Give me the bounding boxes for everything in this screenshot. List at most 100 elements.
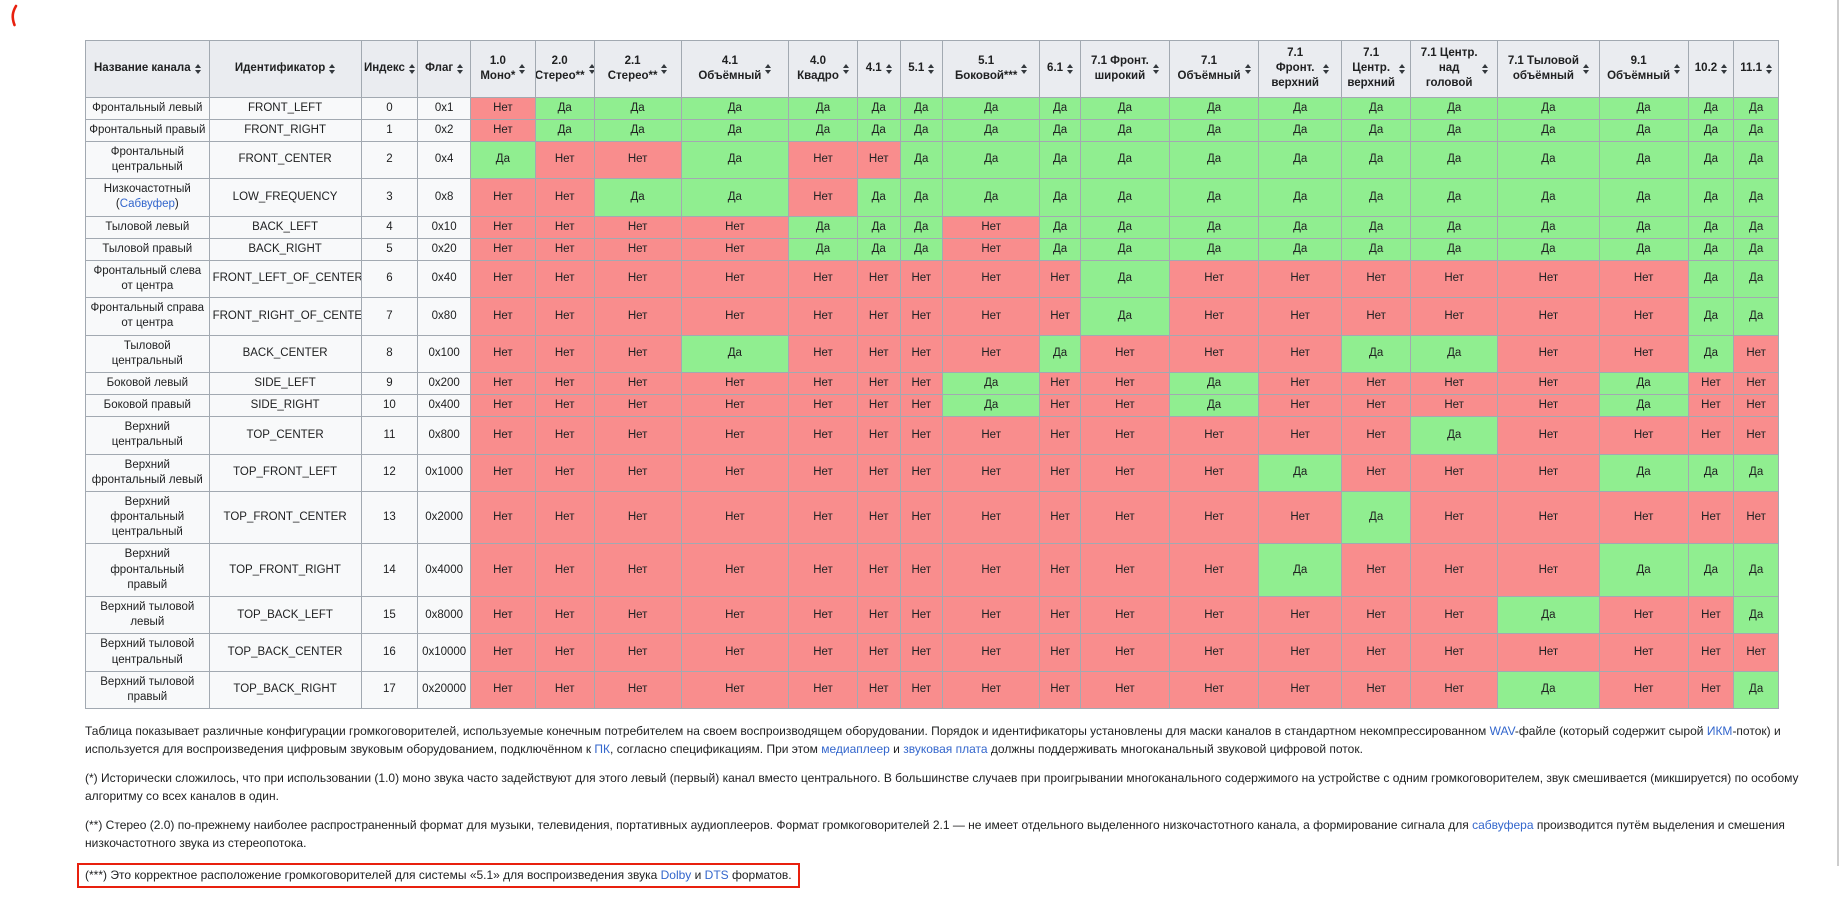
config-cell-1-0-mono: Нет bbox=[469, 118, 536, 142]
table-row: Тыловой левый BACK_LEFT 4 0x10 Нет Нет Нет Нет Д… bbox=[85, 215, 1779, 239]
flag-cell: 0x4000 bbox=[417, 543, 471, 597]
config-cell-9-1-surround: Нет bbox=[1598, 297, 1689, 336]
config-cell-1-0-mono: Нет bbox=[469, 178, 536, 217]
channel-name-cell: Верхний тыловой левый bbox=[85, 595, 210, 635]
config-cell-9-1-surround: Да bbox=[1598, 394, 1689, 418]
config-cell-6-1: Нет bbox=[1039, 633, 1081, 672]
column-header-4-1[interactable]: 4.1 bbox=[856, 40, 901, 98]
config-cell-4-1: Нет bbox=[856, 334, 901, 373]
config-cell-7-1-center-high: Нет bbox=[1341, 416, 1412, 455]
wav-link[interactable]: WAV bbox=[1489, 724, 1515, 739]
media-player-link[interactable]: медиаплеер bbox=[821, 742, 890, 757]
config-cell-2-1-stereo: Да bbox=[593, 96, 682, 120]
column-header-identifier[interactable]: Идентификатор bbox=[208, 40, 362, 98]
table-row: Фронтальный центральный FRONT_CENTER 2 0x4 Д… bbox=[85, 140, 1779, 180]
config-cell-7-1-center-high: Да bbox=[1341, 490, 1412, 545]
config-cell-4-1-surround: Нет bbox=[680, 237, 790, 261]
column-header-6-1[interactable]: 6.1 bbox=[1039, 40, 1081, 98]
config-cell-7-1-back-surround: Нет bbox=[1497, 259, 1600, 299]
config-cell-9-1-surround: Да bbox=[1598, 118, 1689, 142]
sort-icon bbox=[1766, 63, 1772, 74]
column-header-5-1[interactable]: 5.1 bbox=[899, 40, 944, 98]
sort-icon bbox=[519, 63, 526, 74]
column-header-7-1-front-high[interactable]: 7.1 Фронт. верхний bbox=[1258, 40, 1343, 98]
index-cell: 2 bbox=[360, 140, 419, 180]
dolby-link[interactable]: Dolby bbox=[660, 868, 692, 883]
identifier-cell: FRONT_RIGHT_OF_CENTER bbox=[208, 297, 362, 336]
channel-name-link[interactable]: Сабвуфер bbox=[119, 198, 175, 211]
table-row: Верхний тыловой правый TOP_BACK_RIGHT 17 0x… bbox=[85, 670, 1779, 710]
config-cell-5-1: Да bbox=[899, 96, 944, 120]
config-cell-7-1-back-surround: Нет bbox=[1497, 453, 1600, 492]
column-header-2-0-stereo[interactable]: 2.0 Стерео** bbox=[534, 40, 595, 98]
config-cell-7-1-front-high: Да bbox=[1258, 140, 1343, 180]
config-cell-9-1-surround: Нет bbox=[1598, 259, 1689, 299]
config-cell-2-0-stereo: Нет bbox=[534, 297, 595, 336]
config-cell-10-2: Да bbox=[1687, 259, 1735, 299]
column-header-2-1-stereo[interactable]: 2.1 Стерео** bbox=[593, 40, 682, 98]
column-header-7-1-back-surround[interactable]: 7.1 Тыловой объёмный bbox=[1497, 40, 1600, 98]
channel-name-cell: Верхний фронтальный центральный bbox=[85, 490, 210, 545]
pcm-link[interactable]: ИКМ bbox=[1706, 724, 1733, 739]
config-cell-10-2: Да bbox=[1687, 215, 1735, 239]
config-cell-7-1-center-high: Да bbox=[1341, 96, 1412, 120]
column-header-7-1-center-high[interactable]: 7.1 Центр. верхний bbox=[1341, 40, 1412, 98]
column-header-5-1-side[interactable]: 5.1 Боковой*** bbox=[942, 40, 1041, 98]
sort-icon bbox=[661, 63, 668, 74]
config-cell-7-1-surround: Да bbox=[1168, 371, 1260, 396]
config-cell-4-0-quad: Да bbox=[788, 118, 858, 142]
config-cell-1-0-mono: Нет bbox=[469, 543, 536, 597]
config-cell-7-1-center-high: Нет bbox=[1341, 595, 1412, 635]
column-header-4-1-surround[interactable]: 4.1 Объёмный bbox=[680, 40, 790, 98]
config-cell-7-1-front-wide: Нет bbox=[1079, 453, 1170, 492]
sort-icon bbox=[928, 63, 935, 74]
column-header-label: Идентификатор bbox=[234, 62, 326, 75]
dts-link[interactable]: DTS bbox=[704, 868, 729, 883]
config-cell-7-1-center-overhead: Да bbox=[1410, 96, 1499, 120]
config-cell-6-1: Нет bbox=[1039, 371, 1081, 396]
config-cell-4-1-surround: Да bbox=[680, 178, 790, 217]
config-cell-5-1-side: Да bbox=[942, 394, 1041, 418]
sort-icon bbox=[1244, 63, 1251, 74]
flag-cell: 0x40 bbox=[417, 259, 471, 299]
config-cell-7-1-surround: Да bbox=[1168, 140, 1260, 180]
column-header-7-1-front-wide[interactable]: 7.1 Фронт. широкий bbox=[1079, 40, 1170, 98]
config-cell-7-1-front-wide: Да bbox=[1079, 118, 1170, 142]
config-cell-7-1-back-surround: Нет bbox=[1497, 633, 1600, 672]
config-cell-7-1-surround: Нет bbox=[1168, 595, 1260, 635]
sound-card-link[interactable]: звуковая плата bbox=[903, 742, 988, 757]
config-cell-7-1-surround: Нет bbox=[1168, 490, 1260, 545]
subwoofer-link[interactable]: сабвуфера bbox=[1472, 818, 1534, 833]
config-cell-2-1-stereo: Нет bbox=[593, 453, 682, 492]
config-cell-2-1-stereo: Нет bbox=[593, 259, 682, 299]
config-cell-11-1: Да bbox=[1733, 118, 1779, 142]
column-header-label: 7.1 Фронт. верхний bbox=[1271, 47, 1319, 90]
config-cell-7-1-center-high: Нет bbox=[1341, 453, 1412, 492]
config-cell-7-1-back-surround: Нет bbox=[1497, 371, 1600, 396]
column-header-4-0-quad[interactable]: 4.0 Квадро bbox=[788, 40, 858, 98]
config-cell-1-0-mono: Нет bbox=[469, 394, 536, 418]
column-header-11-1[interactable]: 11.1 bbox=[1733, 40, 1779, 98]
config-cell-4-1-surround: Да bbox=[680, 118, 790, 142]
config-cell-4-1-surround: Нет bbox=[680, 371, 790, 396]
config-cell-7-1-center-overhead: Нет bbox=[1410, 371, 1499, 396]
column-header-label: Индекс bbox=[363, 62, 405, 75]
config-cell-9-1-surround: Нет bbox=[1598, 334, 1689, 373]
column-header-channel-name[interactable]: Название канала bbox=[85, 40, 210, 98]
column-header-9-1-surround[interactable]: 9.1 Объёмный bbox=[1598, 40, 1689, 98]
pc-link[interactable]: ПК bbox=[594, 742, 611, 757]
column-header-flag[interactable]: Флаг bbox=[417, 40, 471, 98]
config-cell-7-1-back-surround: Да bbox=[1497, 237, 1600, 261]
column-header-7-1-surround[interactable]: 7.1 Объёмный bbox=[1168, 40, 1260, 98]
column-header-1-0-mono[interactable]: 1.0 Моно* bbox=[469, 40, 536, 98]
column-header-7-1-center-overhead[interactable]: 7.1 Центр. над головой bbox=[1410, 40, 1499, 98]
config-cell-4-0-quad: Да bbox=[788, 215, 858, 239]
config-cell-2-0-stereo: Нет bbox=[534, 670, 595, 710]
config-cell-4-0-quad: Нет bbox=[788, 178, 858, 217]
index-cell: 12 bbox=[360, 453, 419, 492]
column-header-10-2[interactable]: 10.2 bbox=[1687, 40, 1735, 98]
config-cell-7-1-back-surround: Да bbox=[1497, 140, 1600, 180]
config-cell-2-0-stereo: Нет bbox=[534, 259, 595, 299]
config-cell-5-1-side: Нет bbox=[942, 259, 1041, 299]
column-header-index[interactable]: Индекс bbox=[360, 40, 419, 98]
